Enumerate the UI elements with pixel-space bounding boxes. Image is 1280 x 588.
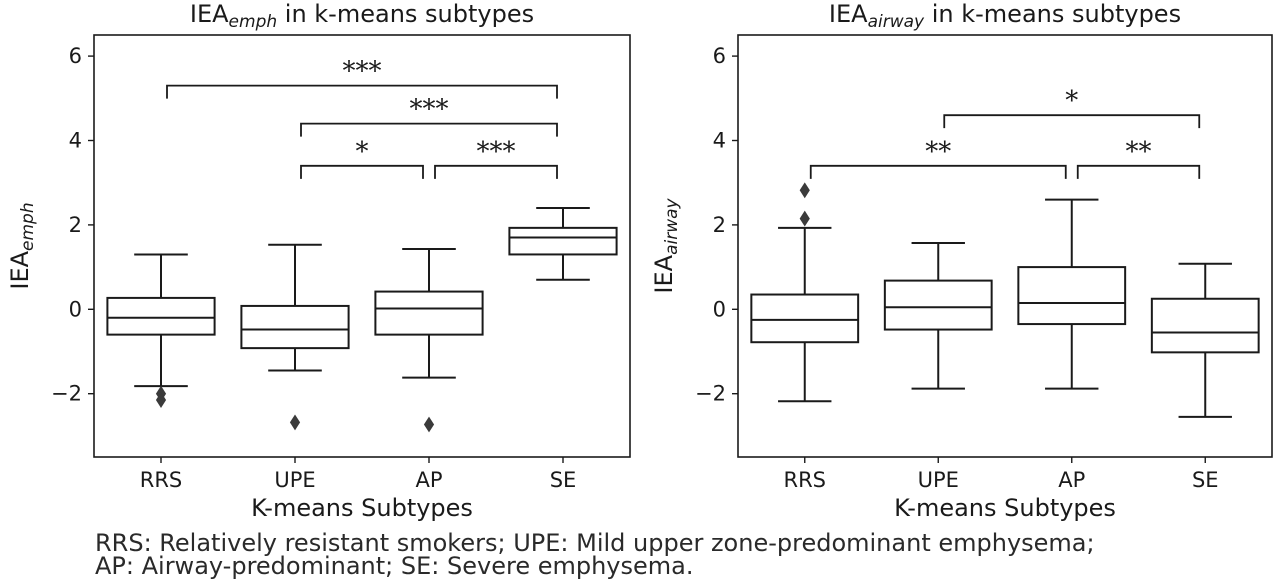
y-tick-label: 0 <box>69 297 82 321</box>
box-RRS <box>106 253 216 408</box>
outlier-point <box>423 416 435 433</box>
box-SE <box>1150 262 1260 418</box>
ylabel-prefix: IEA <box>6 250 34 289</box>
box-body <box>240 304 350 350</box>
ylabel-prefix: IEA <box>650 254 678 293</box>
title-prefix: IEA <box>190 0 229 28</box>
significance-bracket <box>1076 164 1201 179</box>
box-body <box>1017 266 1127 326</box>
y-tick-label: −2 <box>51 382 82 406</box>
plot-frame <box>737 34 1273 458</box>
chart-panel-1: IEAemph in k-means subtypesIEAemph−20246… <box>6 0 631 522</box>
y-tick-label: −2 <box>695 382 726 406</box>
y-tick-label: 2 <box>713 213 726 237</box>
y-tick-label: 6 <box>69 44 82 68</box>
y-axis-label: IEAemph <box>6 202 38 289</box>
outlier-point <box>799 182 810 199</box>
significance-bracket <box>434 164 558 179</box>
x-tick-label: SE <box>1192 468 1219 492</box>
chart-panel-2: IEAairway in k-means subtypesIEAairway−2… <box>650 0 1273 522</box>
significance-label: ** <box>1126 137 1152 167</box>
significance-label: *** <box>410 95 449 125</box>
x-tick-label: AP <box>415 468 442 492</box>
significance-label: *** <box>343 57 382 87</box>
caption-line-2: AP: Airway-predominant; SE: Severe emphy… <box>95 552 694 580</box>
box-AP <box>374 247 484 433</box>
box-SE <box>508 207 618 281</box>
title-prefix: IEA <box>829 0 868 28</box>
box-AP <box>1017 198 1127 390</box>
outlier-point <box>799 210 810 227</box>
box-body <box>374 290 484 336</box>
ylabel-subscript: emph <box>18 202 38 251</box>
significance-bracket <box>300 164 424 179</box>
box-UPE <box>883 242 993 390</box>
y-axis-label: IEAairway <box>650 197 682 293</box>
x-tick-label: RRS <box>140 468 183 492</box>
plot-frame <box>93 34 631 458</box>
chart-title: IEAairway in k-means subtypes <box>829 0 1181 32</box>
significance-label: * <box>1065 86 1078 116</box>
significance-bracket <box>166 84 558 99</box>
significance-label: * <box>356 137 369 167</box>
box-body <box>883 279 993 331</box>
title-suffix: in k-means subtypes <box>277 0 534 28</box>
outlier-point <box>155 392 167 408</box>
significance-bracket <box>300 122 558 137</box>
caption: RRS: Relatively resistant smokers; UPE: … <box>95 529 1095 580</box>
x-tick-label: UPE <box>918 468 959 492</box>
box-RRS <box>750 182 860 403</box>
x-tick-label: UPE <box>274 468 315 492</box>
x-tick-label: AP <box>1058 468 1085 492</box>
y-tick-label: 4 <box>69 129 82 153</box>
x-tick-label: SE <box>550 468 577 492</box>
chart-title: IEAemph in k-means subtypes <box>190 0 534 32</box>
x-axis-label: K-means Subtypes <box>251 494 473 522</box>
x-axis-label: K-means Subtypes <box>894 494 1116 522</box>
caption-line-1: RRS: Relatively resistant smokers; UPE: … <box>95 529 1095 557</box>
y-tick-label: 2 <box>69 213 82 237</box>
outlier-point <box>289 414 301 431</box>
y-tick-label: 4 <box>713 129 726 153</box>
title-suffix: in k-means subtypes <box>924 0 1181 28</box>
box-UPE <box>240 243 350 431</box>
box-body <box>750 293 860 344</box>
significance-bracket <box>943 114 1201 129</box>
y-tick-label: 0 <box>713 297 726 321</box>
y-tick-label: 6 <box>713 44 726 68</box>
significance-label: *** <box>477 137 516 167</box>
box-body <box>508 226 618 256</box>
significance-bracket <box>809 164 1067 179</box>
x-tick-label: RRS <box>783 468 826 492</box>
title-subscript: emph <box>229 12 278 32</box>
significance-label: ** <box>925 137 951 167</box>
box-body <box>106 296 216 336</box>
ylabel-subscript: airway <box>662 197 682 254</box>
box-body <box>1150 297 1260 354</box>
title-subscript: airway <box>868 12 925 32</box>
